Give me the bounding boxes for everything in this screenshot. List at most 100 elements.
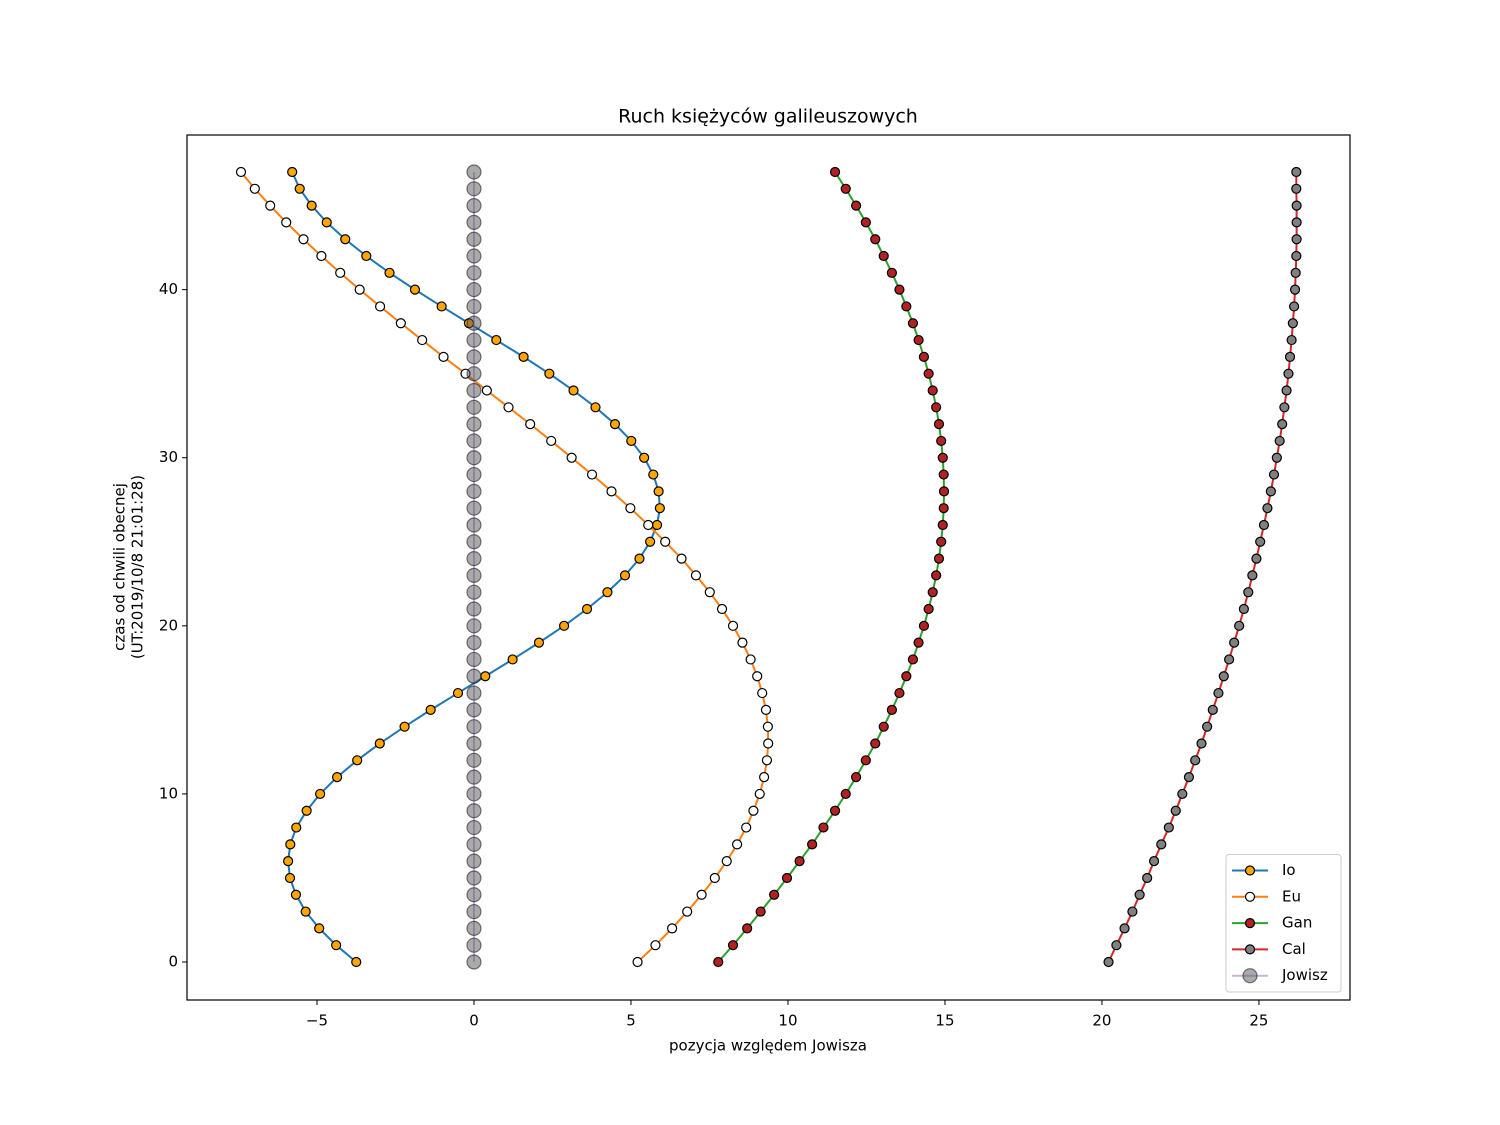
data-point — [762, 721, 773, 732]
data-point — [927, 385, 938, 396]
data-point — [375, 301, 386, 312]
data-point — [466, 214, 482, 231]
data-point — [384, 267, 395, 278]
data-point — [639, 452, 650, 463]
data-point — [1268, 469, 1280, 480]
legend-label: Gan — [1282, 914, 1312, 932]
data-point — [466, 954, 482, 970]
data-point — [466, 567, 482, 584]
data-point — [466, 819, 482, 836]
data-point — [1291, 234, 1302, 245]
data-point — [481, 385, 492, 396]
data-point — [525, 419, 536, 430]
x-axis-label: pozycja względem Jowisza — [669, 1037, 867, 1055]
data-point — [568, 385, 579, 396]
data-point — [466, 719, 482, 735]
data-point — [721, 856, 732, 867]
data-point — [937, 452, 948, 463]
data-point — [331, 772, 343, 783]
data-point — [466, 752, 482, 768]
data-point — [1142, 872, 1153, 884]
data-point — [331, 940, 342, 951]
x-tick-label: −5 — [306, 1012, 328, 1030]
data-point — [1289, 284, 1301, 295]
data-point — [466, 618, 482, 634]
data-point — [466, 466, 482, 483]
data-point — [1290, 267, 1301, 278]
data-point — [878, 721, 889, 732]
data-point — [581, 603, 593, 615]
data-point — [1255, 536, 1266, 547]
data-point — [913, 637, 924, 648]
data-point — [1274, 435, 1285, 447]
data-point — [918, 620, 930, 631]
y-tick-label: 10 — [159, 784, 178, 802]
data-point — [619, 570, 631, 581]
data-point — [938, 469, 949, 480]
data-point — [351, 956, 362, 968]
data-point — [667, 923, 678, 934]
data-point — [818, 822, 829, 833]
data-point — [1271, 452, 1282, 463]
data-point — [1289, 301, 1300, 312]
data-point — [936, 435, 947, 447]
data-point — [860, 217, 871, 228]
data-point — [466, 265, 482, 281]
data-point — [901, 671, 912, 682]
data-point — [466, 836, 482, 852]
data-point — [452, 687, 464, 699]
data-point — [759, 772, 770, 783]
data-point — [709, 872, 720, 884]
data-point — [466, 937, 482, 953]
data-point — [1234, 620, 1245, 631]
data-point — [851, 772, 862, 783]
data-point — [466, 332, 482, 348]
legend-marker — [1244, 891, 1256, 902]
data-point — [1163, 822, 1174, 833]
data-point — [533, 637, 545, 648]
data-point — [907, 654, 919, 665]
data-point — [829, 166, 841, 178]
data-point — [650, 940, 661, 951]
data-point — [794, 856, 805, 867]
data-point — [566, 452, 577, 463]
data-point — [632, 956, 643, 968]
legend-label: Io — [1282, 861, 1296, 879]
data-point — [466, 584, 482, 600]
data-point — [878, 250, 889, 262]
data-point — [316, 250, 327, 262]
data-point — [466, 853, 482, 869]
data-point — [938, 486, 950, 497]
data-point — [466, 248, 482, 264]
data-point — [395, 318, 406, 329]
data-point — [609, 419, 621, 430]
legend-marker — [1244, 865, 1256, 876]
data-point — [466, 282, 482, 298]
data-point — [466, 786, 482, 802]
legend-label: Jowisz — [1281, 966, 1328, 984]
data-point — [696, 889, 707, 900]
data-point — [466, 315, 482, 331]
data-point — [544, 368, 555, 379]
data-point — [480, 671, 491, 682]
data-point — [1119, 923, 1130, 934]
data-point — [235, 166, 247, 178]
data-point — [466, 366, 482, 382]
data-point — [291, 822, 302, 833]
data-point — [741, 822, 752, 833]
data-point — [491, 334, 502, 346]
data-point — [1247, 570, 1258, 581]
data-point — [352, 755, 363, 766]
data-point — [851, 200, 862, 211]
data-point — [281, 217, 292, 228]
y-tick-label: 30 — [159, 448, 178, 466]
data-point — [755, 906, 766, 917]
x-tick-label: 15 — [935, 1012, 954, 1030]
data-point — [769, 889, 780, 900]
data-point — [466, 500, 482, 516]
data-point — [249, 183, 260, 194]
data-point — [936, 536, 947, 547]
data-point — [870, 234, 881, 245]
data-point — [290, 889, 302, 900]
